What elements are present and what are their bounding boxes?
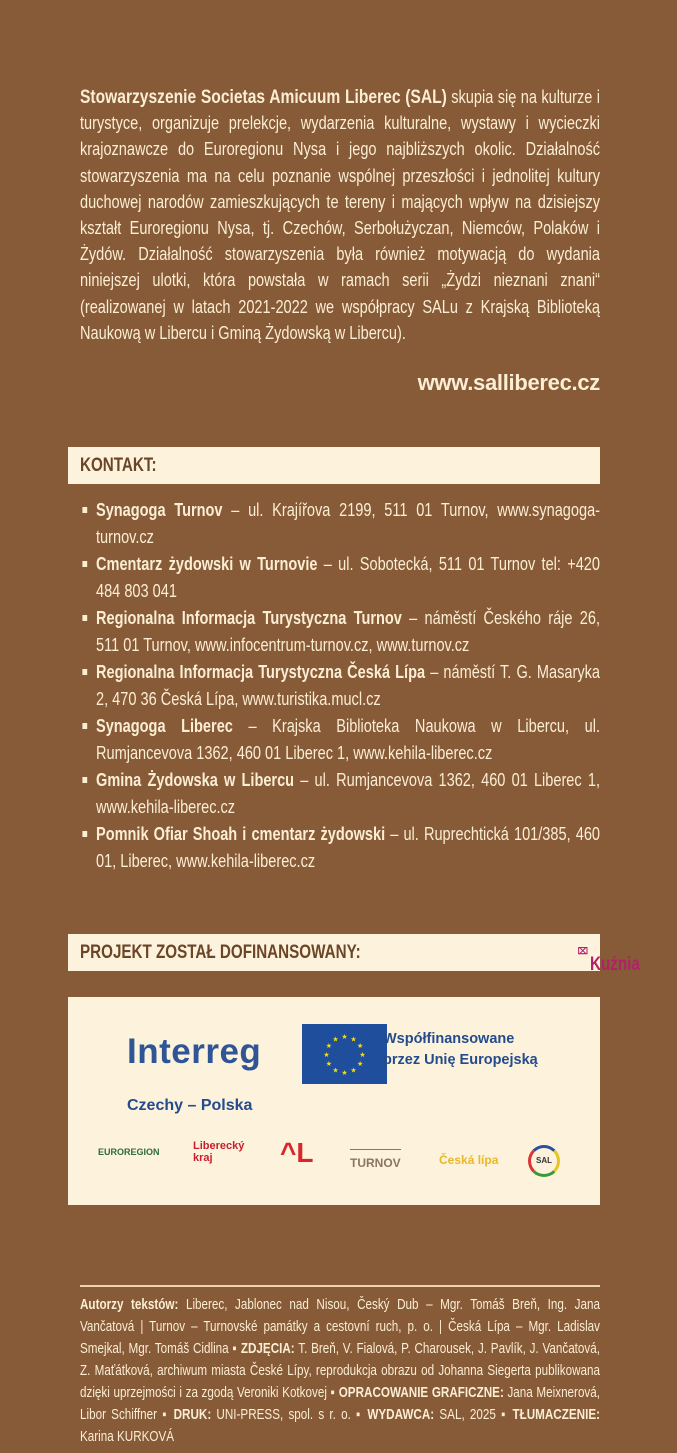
kuznia-logo: ⌧ Kuźnia (577, 946, 640, 975)
ceska-lipa-l-logo: ^L (280, 1137, 314, 1168)
eu-star-icon: ★ (341, 1069, 347, 1077)
eu-star-icon: ★ (332, 1035, 338, 1043)
contact-detail: – ul. Sobotecká, 511 01 Turnov tel: +420… (96, 554, 600, 601)
credit-label: WYDAWCA: (367, 1407, 435, 1423)
contact-item: Synagoga Liberec – Krajska Biblioteka Na… (80, 713, 600, 767)
contact-detail: – náměstí T. G. Masaryka 2, 470 36 Česká… (96, 662, 600, 709)
credit-text: UNI-PRESS, spol. s r. o. ▪ (211, 1407, 368, 1423)
contact-name: Synagoga Turnov (96, 500, 223, 520)
website-link[interactable]: www.salliberec.cz (417, 370, 601, 395)
program-name: Czechy – Polska (127, 1097, 253, 1114)
eu-star-icon: ★ (350, 1067, 356, 1075)
contact-item: Regionalna Informacja Turystyczna Turnov… (80, 605, 600, 659)
contact-item: Regionalna Informacja Turystyczna Česká … (80, 659, 600, 713)
eu-star-icon: ★ (350, 1035, 356, 1043)
contact-name: Regionalna Informacja Turystyczna Česká … (96, 662, 426, 682)
eu-cofinanced-text: Współfinansowane przez Unię Europejską (383, 1031, 538, 1068)
contact-name: Pomnik Ofiar Shoah i cmentarz żydowski (96, 824, 386, 844)
credit-label: ZDJĘCIA: (240, 1341, 295, 1357)
eu-star-icon: ★ (332, 1067, 338, 1075)
credit-text: T. Breň, V. Fialová, P. Charousek, J. Pa… (80, 1341, 600, 1401)
contact-item: Synagoga Turnov – ul. Krajířova 2199, 51… (80, 497, 600, 551)
projekt-heading: PROJEKT ZOSTAŁ DOFINANSOWANY: (80, 942, 361, 963)
footer-divider (80, 1285, 600, 1287)
contact-detail: – ul. Krajířova 2199, 511 01 Turnov, www… (96, 500, 601, 547)
contact-item: Gmina Żydowska w Libercu – ul. Rumjancev… (80, 767, 600, 821)
contact-name: Synagoga Liberec (96, 716, 233, 736)
contact-detail: – náměstí Českého ráje 26, 511 01 Turnov… (96, 608, 600, 655)
eu-star-icon: ★ (357, 1042, 363, 1050)
credit-label: Autorzy tekstów: (80, 1297, 179, 1313)
kontakt-heading: KONTAKT: (80, 455, 157, 476)
contact-name: Regionalna Informacja Turystyczna Turnov (96, 608, 402, 628)
eu-star-icon: ★ (357, 1060, 363, 1068)
eu-star-icon: ★ (326, 1042, 332, 1050)
eu-flag-icon: ★ ★ ★ ★ ★ ★ ★ ★ ★ ★ ★ ★ (302, 1024, 387, 1084)
credit-label: OPRACOWANIE GRAFICZNE: (338, 1385, 504, 1401)
sal-logo: SAL (528, 1145, 560, 1177)
credits: Autorzy tekstów: Liberec, Jablonec nad N… (80, 1294, 600, 1448)
projekt-heading-bar: PROJEKT ZOSTAŁ DOFINANSOWANY: ⌧ Kuźnia (68, 934, 640, 975)
eu-star-icon: ★ (323, 1051, 329, 1059)
ceska-lipa-city-logo: Česká lípa (439, 1153, 499, 1167)
interreg-logo: Interreg (127, 1032, 262, 1071)
credit-text: SAL, 2025 ▪ (434, 1407, 513, 1423)
contact-detail: – ul. Rumjancevova 1362, 460 01 Liberec … (96, 770, 600, 817)
eu-star-icon: ★ (326, 1060, 332, 1068)
contact-list: Synagoga Turnov – ul. Krajířova 2199, 51… (80, 497, 600, 875)
credit-label: TŁUMACZENIE: (512, 1407, 600, 1423)
contact-detail: – Krajska Biblioteka Naukowa w Libercu, … (96, 716, 600, 763)
credit-label: DRUK: (173, 1407, 212, 1423)
eu-star-icon: ★ (359, 1051, 365, 1059)
contact-item: Pomnik Ofiar Shoah i cmentarz żydowski –… (80, 821, 600, 875)
contact-name: Gmina Żydowska w Libercu (96, 770, 295, 790)
turnov-logo: TURNOV (350, 1149, 401, 1170)
liberecky-kraj-logo: Liberecký kraj (193, 1140, 245, 1164)
credit-text: Jana Meixnerová, Libor Schiffner ▪ (80, 1385, 601, 1423)
sponsor-logos-panel: Interreg ★ ★ ★ ★ ★ ★ ★ ★ ★ ★ ★ ★ Współfinansowane pr… (68, 997, 600, 1205)
credit-text: Liberec, Jablonec nad Nisou, Český Dub –… (80, 1297, 600, 1357)
credit-text: Karina KURKOVÁ (80, 1429, 175, 1445)
contact-detail: – ul. Ruprechtická 101/385, 460 01, Libe… (96, 824, 600, 871)
kontakt-heading-bar: KONTAKT: (68, 447, 600, 484)
intro-lead: Stowarzyszenie Societas Amicuum Liberec … (80, 86, 447, 108)
intro-paragraph: Stowarzyszenie Societas Amicuum Liberec … (80, 84, 600, 346)
contact-item: Cmentarz żydowski w Turnovie – ul. Sobot… (80, 551, 600, 605)
contact-name: Cmentarz żydowski w Turnovie (96, 554, 318, 574)
euroregion-logo: EUROREGION (98, 1147, 160, 1157)
intro-text: skupia się na kulturze i turystyce, orga… (80, 87, 601, 343)
eu-star-icon: ★ (341, 1033, 347, 1041)
